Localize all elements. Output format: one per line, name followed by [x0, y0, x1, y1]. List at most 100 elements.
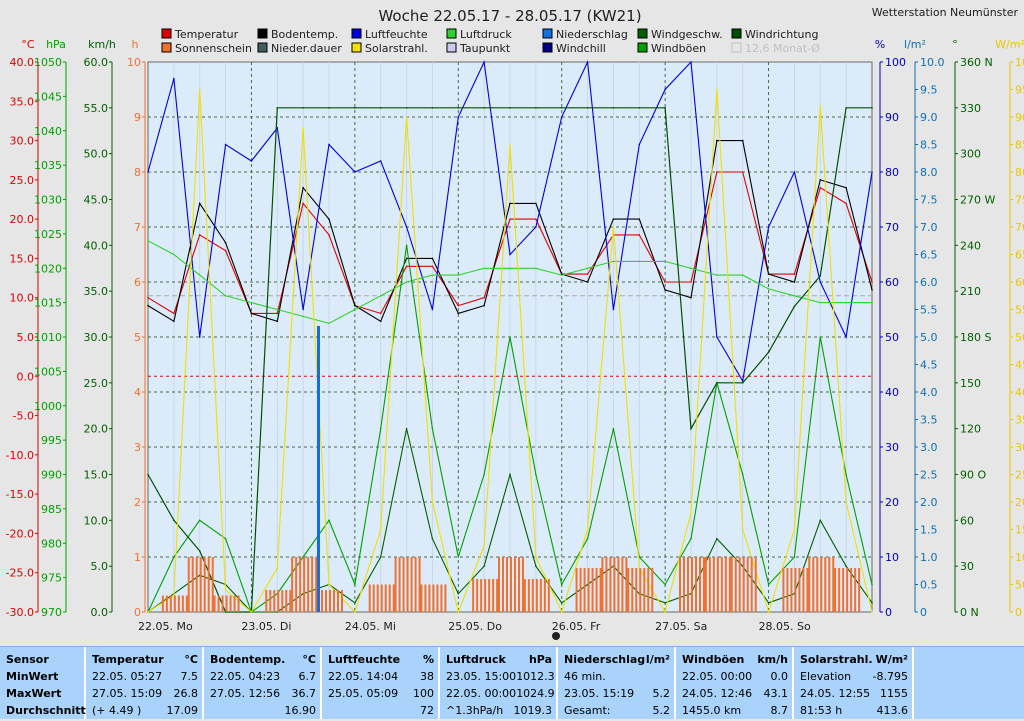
row-label: MaxWert: [6, 687, 62, 700]
data-point: [405, 427, 408, 430]
axis-tick-label: 30.0: [84, 331, 109, 344]
data-point: [147, 171, 149, 173]
row-label: MinWert: [6, 670, 59, 683]
data-point: [250, 312, 253, 315]
axis-tick-label: -5.0: [13, 410, 34, 423]
data-point: [612, 308, 615, 311]
data-point: [198, 88, 201, 91]
sunshine-bar: [647, 568, 650, 612]
cell-value: 26.8: [173, 687, 199, 700]
data-point: [147, 473, 149, 476]
sunshine-bar: [169, 595, 172, 612]
table-cell-row: 22.05. 00:00 0.0: [682, 670, 788, 687]
sunshine-bar: [325, 590, 327, 612]
axis-tick-label: 50: [885, 331, 899, 344]
sunshine-bar: [199, 557, 202, 612]
axis-tick-label: 1: [134, 551, 141, 564]
sunshine-bar: [518, 557, 520, 612]
column-name: Luftfeuchte: [328, 653, 401, 666]
data-point: [147, 296, 149, 299]
data-point: [224, 294, 227, 297]
cell-value: 0.0: [770, 670, 789, 683]
axis-tick-label: 900: [1015, 111, 1024, 124]
cell-time: 22.05. 04:23: [210, 670, 281, 683]
legend-item: Niederschlag: [542, 28, 628, 41]
sunshine-bar: [337, 590, 339, 612]
legend-item: Solarstrahl.: [351, 42, 428, 55]
axis-tick-label: 0.0: [91, 606, 109, 619]
legend-checkbox[interactable]: [731, 42, 742, 53]
axis-tick-label: 9: [134, 111, 141, 124]
data-point: [276, 308, 279, 311]
column-unit: km/h: [757, 653, 788, 666]
data-point: [664, 289, 666, 291]
data-point: [509, 473, 511, 476]
axis-tick-label: 8.5: [920, 139, 938, 152]
sunshine-bar: [380, 584, 383, 612]
data-point: [612, 107, 615, 109]
column-header: Niederschlag l/m²: [564, 653, 670, 670]
data-point: [716, 537, 718, 540]
data-point: [793, 556, 796, 558]
axis-tick-label: 10.0: [10, 292, 35, 305]
axis-tick-label: 30: [885, 441, 899, 454]
data-point: [405, 244, 408, 247]
axis-tick-label: 2.5: [920, 469, 938, 482]
data-point: [509, 267, 511, 270]
axis-tick-label: 5.0: [91, 560, 109, 573]
data-point: [509, 143, 511, 146]
legend-label: Solarstrahl.: [365, 42, 428, 55]
sunshine-bar: [285, 590, 288, 612]
column-header: Solarstrahl. W/m²: [800, 653, 908, 670]
axis-tick-label: 10.0: [84, 514, 109, 527]
axis-unit: W/m²: [995, 38, 1024, 51]
cell-time: Gesamt:: [564, 704, 611, 717]
cell-time: 22.05. 05:27: [92, 670, 163, 683]
table-column: Temperatur °C 22.05. 05:27 7.5 27.05. 15:09 2…: [86, 647, 204, 719]
data-point: [379, 320, 382, 323]
sunshine-bar: [523, 579, 526, 612]
sunshine-bar: [161, 595, 164, 612]
cell-value: -8.795: [872, 670, 908, 683]
legend-swatch: [731, 28, 742, 39]
sunshine-bar: [440, 584, 443, 612]
sunshine-bar: [392, 584, 395, 612]
data-point: [457, 274, 460, 276]
axis-tick-label: 270 W: [960, 194, 995, 207]
cell-value: 1155: [880, 687, 908, 700]
data-point: [871, 611, 873, 613]
data-point: [845, 202, 847, 205]
column-name: Temperatur: [92, 653, 164, 666]
data-point: [716, 274, 718, 276]
sunshine-bar: [472, 579, 475, 612]
sunshine-bar: [207, 557, 210, 612]
cell-value: 7.5: [180, 670, 199, 683]
sunshine-bar: [436, 584, 439, 612]
axis-tick-label: 985: [41, 503, 62, 516]
cell-time: 22.05. 00:00: [446, 687, 517, 700]
legend-item: Nieder.dauer: [257, 42, 342, 55]
axis-tick-label: -25.0: [6, 567, 34, 580]
axis-tick-label: 10.0: [920, 56, 945, 69]
column-unit: °C: [302, 653, 316, 666]
legend-label: Bodentemp.: [271, 28, 338, 41]
sunshine-bar: [786, 568, 789, 612]
axis-unit: %: [875, 38, 885, 51]
legend-label: Windböen: [651, 42, 706, 55]
sunshine-bar: [165, 595, 168, 612]
data-point: [664, 107, 666, 109]
data-point: [664, 583, 666, 586]
axis-tick-label: 30.0: [10, 135, 35, 148]
sunshine-bar: [173, 595, 176, 612]
sunshine-bar: [601, 557, 604, 612]
x-tick-label: 24.05. Mi: [345, 620, 396, 633]
data-point: [302, 186, 304, 189]
data-point: [354, 602, 356, 604]
sunshine-bar: [824, 557, 827, 612]
axis-tick-label: 1.5: [920, 524, 938, 537]
data-point: [741, 274, 744, 276]
data-point: [560, 611, 563, 613]
sunshine-bar: [265, 590, 268, 612]
table-cell-row: ^1.3hPa/h 1019.3: [446, 704, 552, 721]
data-point: [457, 312, 460, 315]
